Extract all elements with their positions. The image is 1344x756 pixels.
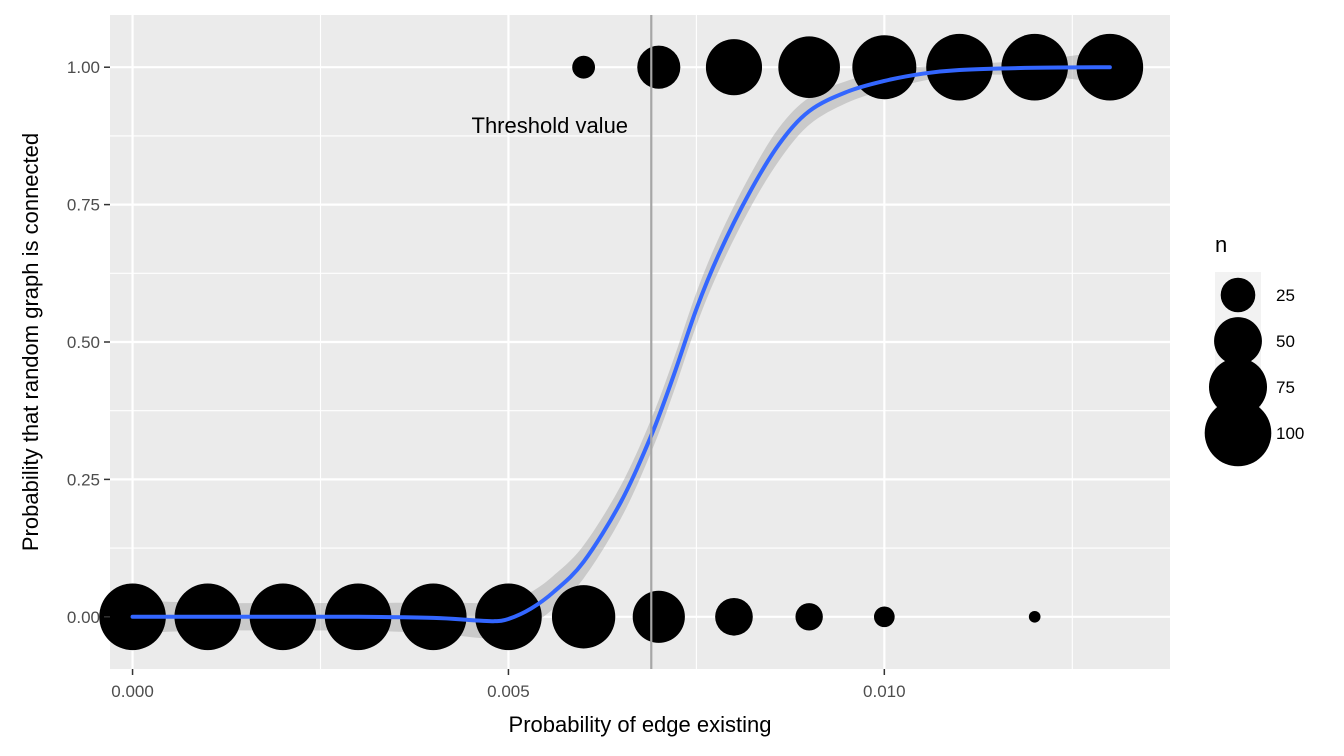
data-point bbox=[1028, 610, 1041, 623]
legend-key-point bbox=[1220, 277, 1256, 313]
data-point bbox=[475, 583, 542, 651]
legend-key-label: 25 bbox=[1276, 286, 1295, 305]
data-point bbox=[572, 55, 596, 79]
data-point bbox=[632, 590, 685, 643]
data-point bbox=[705, 39, 763, 96]
y-axis-title: Probability that random graph is connect… bbox=[18, 133, 43, 551]
legend-key-label: 75 bbox=[1276, 378, 1295, 397]
data-point bbox=[715, 597, 753, 636]
y-tick-label: 0.50 bbox=[67, 333, 100, 352]
x-axis: 0.000 0.005 0.010 bbox=[111, 669, 906, 701]
y-tick-label: 0.00 bbox=[67, 608, 100, 627]
y-tick-label: 0.25 bbox=[67, 470, 100, 489]
legend-key-point bbox=[1208, 357, 1268, 417]
x-axis-title: Probability of edge existing bbox=[509, 712, 772, 737]
y-tick-label: 0.75 bbox=[67, 196, 100, 215]
legend-key-label: 100 bbox=[1276, 424, 1304, 443]
y-axis: 0.00 0.25 0.50 0.75 1.00 bbox=[67, 58, 110, 627]
data-point bbox=[551, 585, 616, 649]
x-tick-label: 0.010 bbox=[863, 682, 906, 701]
legend-key-point bbox=[1214, 317, 1262, 365]
points-layer bbox=[99, 33, 1144, 651]
data-point bbox=[778, 36, 840, 99]
data-point bbox=[926, 33, 993, 101]
data-point bbox=[852, 35, 917, 100]
y-tick-label: 1.00 bbox=[67, 58, 100, 77]
x-tick-label: 0.005 bbox=[487, 682, 530, 701]
legend: n 25 50 75 100 bbox=[1204, 232, 1304, 467]
data-point bbox=[795, 603, 823, 631]
data-point bbox=[873, 606, 895, 628]
legend-key-label: 50 bbox=[1276, 332, 1295, 351]
legend-title: n bbox=[1215, 232, 1227, 257]
legend-key-point bbox=[1204, 399, 1272, 467]
data-point bbox=[637, 45, 681, 89]
threshold-annotation: Threshold value bbox=[472, 113, 629, 138]
x-tick-label: 0.000 bbox=[111, 682, 154, 701]
